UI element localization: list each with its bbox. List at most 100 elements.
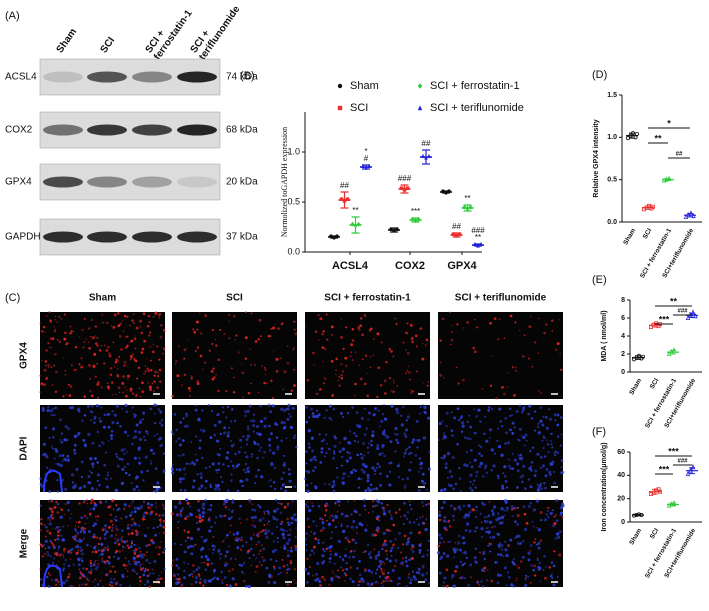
gpx4-signal: [293, 579, 295, 581]
nucleus: [62, 563, 66, 566]
gpx4-signal: [183, 373, 187, 377]
nucleus: [230, 444, 234, 448]
nucleus: [47, 584, 51, 589]
nucleus: [313, 455, 317, 459]
nucleus: [42, 442, 47, 446]
nucleus: [403, 501, 406, 505]
nucleus: [95, 565, 99, 569]
gpx4-signal: [489, 321, 492, 325]
nucleus: [237, 463, 240, 467]
gpx4-signal: [156, 371, 159, 373]
nucleus: [456, 407, 460, 411]
gpx4-signal: [71, 585, 74, 588]
nucleus: [62, 525, 65, 528]
nucleus: [146, 469, 149, 473]
nucleus: [381, 560, 384, 564]
nucleus: [480, 445, 483, 449]
nucleus: [276, 536, 279, 540]
nucleus: [548, 472, 552, 477]
nucleus: [83, 444, 87, 448]
nucleus: [421, 472, 425, 476]
nucleus: [363, 433, 367, 436]
gpx4-signal: [123, 314, 127, 318]
nucleus: [374, 407, 378, 410]
nucleus: [196, 473, 199, 476]
nucleus: [123, 503, 127, 507]
nucleus: [279, 511, 283, 514]
nucleus: [548, 408, 551, 411]
nucleus: [152, 527, 155, 530]
gpx4-signal: [247, 549, 251, 553]
nucleus: [426, 553, 429, 556]
gpx4-signal: [337, 576, 341, 579]
nucleus: [334, 514, 337, 517]
nucleus: [245, 478, 249, 482]
gpx4-signal: [250, 312, 253, 315]
nucleus: [96, 479, 99, 483]
nucleus: [311, 412, 315, 415]
gpx4-signal: [403, 534, 407, 538]
gpx4-signal: [59, 517, 61, 519]
nucleus: [89, 457, 93, 461]
nucleus: [349, 470, 354, 475]
image-frame: [305, 312, 430, 399]
marker: [413, 218, 418, 224]
nucleus: [306, 518, 309, 521]
nucleus: [500, 507, 504, 511]
nucleus: [530, 461, 534, 464]
nucleus: [470, 488, 474, 492]
nucleus: [262, 456, 265, 459]
gpx4-signal: [124, 557, 127, 559]
nucleus: [190, 552, 194, 556]
gpx4-signal: [336, 510, 339, 513]
y-tick-label: 0.5: [287, 196, 300, 206]
nucleus: [505, 553, 509, 558]
gpx4-signal: [401, 563, 404, 566]
nucleus: [138, 420, 142, 425]
nucleus: [342, 416, 345, 419]
gpx4-signal: [78, 576, 82, 580]
gpx4-signal: [113, 366, 116, 368]
nucleus: [200, 535, 204, 539]
nucleus: [262, 547, 265, 550]
nucleus: [424, 528, 428, 532]
nucleus: [376, 446, 380, 451]
micrograph: [39, 310, 166, 399]
nucleus: [279, 527, 284, 532]
nucleus: [176, 573, 180, 576]
nucleus: [254, 482, 257, 485]
gpx4-signal: [176, 513, 179, 517]
nucleus: [475, 470, 479, 474]
nucleus: [443, 487, 447, 491]
gpx4-signal: [158, 532, 161, 534]
nucleus: [489, 536, 492, 539]
gpx4-signal: [148, 321, 151, 323]
gpx4-signal: [67, 575, 70, 579]
nucleus: [244, 471, 247, 474]
gpx4-signal: [76, 544, 79, 547]
gpx4-signal: [393, 379, 395, 381]
gpx4-signal: [376, 517, 379, 521]
nucleus: [322, 438, 326, 442]
gpx4-signal: [177, 581, 180, 584]
nucleus: [493, 525, 496, 528]
nucleus: [466, 513, 471, 517]
nucleus: [377, 409, 380, 412]
nucleus: [371, 434, 375, 438]
nucleus: [67, 509, 70, 512]
micrograph: [304, 498, 431, 588]
gpx4-signal: [149, 507, 152, 509]
nucleus: [197, 487, 201, 491]
nucleus: [353, 439, 356, 443]
nucleus: [232, 533, 236, 536]
gpx4-signal: [57, 530, 60, 534]
nucleus: [200, 484, 204, 488]
gpx4-signal: [54, 330, 56, 333]
gpx4-signal: [126, 524, 129, 527]
nucleus: [92, 546, 97, 550]
gpx4-signal: [234, 583, 238, 587]
gpx4-signal: [419, 542, 422, 545]
gpx4-signal: [249, 502, 251, 504]
y-tick-label: 0: [621, 519, 625, 526]
gpx4-signal: [131, 339, 134, 342]
